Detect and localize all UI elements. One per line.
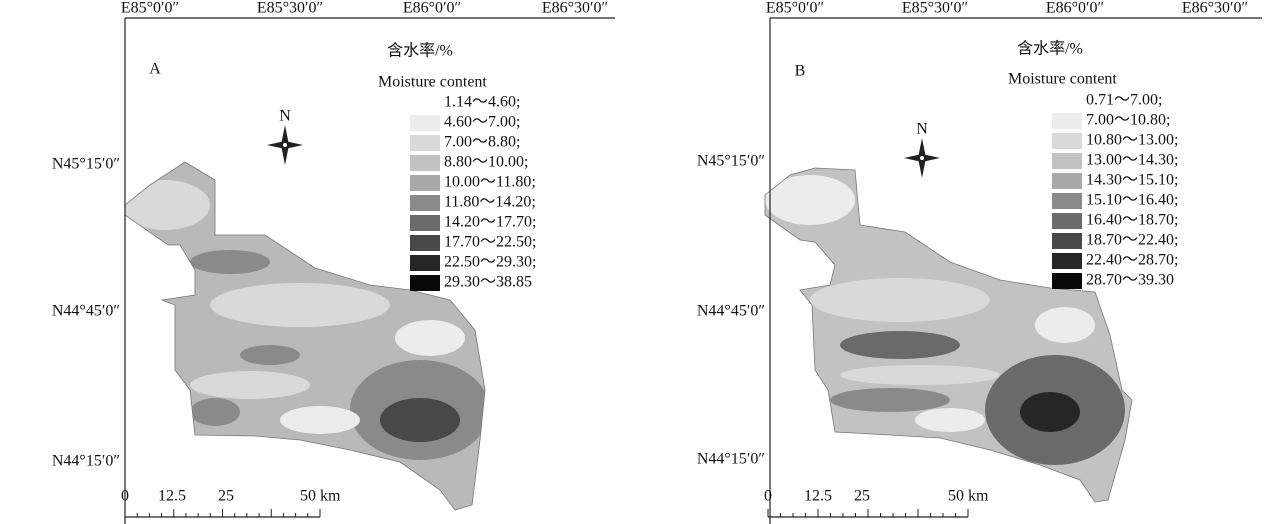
scale-label: 0: [764, 488, 772, 505]
north-center: [920, 156, 924, 160]
legend-swatch: [410, 135, 440, 151]
legend-label: 18.70～22.40;: [1086, 232, 1178, 249]
scale-label: 25: [218, 488, 234, 505]
legend-swatch: [1052, 273, 1082, 289]
map-a: [125, 162, 485, 510]
legend-swatch: [410, 275, 440, 291]
north-label: N: [279, 108, 291, 125]
latitude-label: N44°45′0″: [697, 303, 765, 320]
legend-swatch: [1052, 233, 1082, 249]
legend-label: 1.14～4.60;: [444, 94, 520, 111]
scale-label: 50 km: [948, 488, 989, 505]
legend-swatch: [1052, 113, 1082, 129]
map-b: [765, 168, 1132, 502]
longitude-label: E86°0′0″: [1046, 0, 1104, 17]
legend-swatch: [410, 95, 440, 111]
scale-label: 50 km: [300, 488, 341, 505]
legend-swatch: [1052, 93, 1082, 109]
legend-swatch: [1052, 213, 1082, 229]
legend-swatch: [410, 155, 440, 171]
legend-label: 8.80～10.00;: [444, 154, 528, 171]
longitude-label: E86°0′0″: [403, 0, 461, 17]
legend-swatch: [1052, 193, 1082, 209]
longitude-label: E86°30′0″: [1182, 0, 1248, 17]
legend-label: 10.00～11.80;: [444, 174, 536, 191]
north-center: [283, 143, 287, 147]
latitude-label: N44°15′0″: [697, 451, 765, 468]
scale-label: 25: [854, 488, 870, 505]
legend-label: 7.00～10.80;: [1086, 112, 1170, 129]
legend-label: 22.40～28.70;: [1086, 252, 1178, 269]
legend-label: 10.80～13.00;: [1086, 132, 1178, 149]
latitude-label: N44°45′0″: [52, 303, 120, 320]
longitude-label: E86°30′0″: [542, 0, 608, 17]
north-label: N: [916, 121, 928, 138]
legend-label: 11.80～14.20;: [444, 194, 536, 211]
latitude-label: N45°15′0″: [52, 156, 120, 173]
scale-label: 0: [121, 488, 129, 505]
legend-swatch: [410, 115, 440, 131]
scale-label: 12.5: [158, 488, 186, 505]
legend-title: 含水率/%: [1017, 40, 1083, 58]
longitude-label: E85°0′0″: [121, 0, 179, 17]
latitude-label: N44°15′0″: [52, 453, 120, 470]
legend-title: 含水率/%: [387, 42, 453, 60]
legend-label: 15.10～16.40;: [1086, 192, 1178, 209]
scale-label: 12.5: [804, 488, 832, 505]
legend-swatch: [410, 255, 440, 271]
panel-label: B: [795, 63, 806, 80]
legend-label: 17.70～22.50;: [444, 234, 536, 251]
legend-subtitle: Moisture content: [378, 74, 487, 91]
legend-swatch: [1052, 253, 1082, 269]
legend-label: 4.60～7.00;: [444, 114, 520, 131]
legend-label: 0.71～7.00;: [1086, 92, 1162, 109]
legend-label: 14.20～17.70;: [444, 214, 536, 231]
legend-label: 28.70～39.30: [1086, 272, 1174, 289]
longitude-label: E85°0′0″: [766, 0, 824, 17]
legend-label: 7.00～8.80;: [444, 134, 520, 151]
legend-subtitle: Moisture content: [1008, 71, 1117, 88]
legend-label: 22.50～29.30;: [444, 254, 536, 271]
legend-label: 14.30～15.10;: [1086, 172, 1178, 189]
longitude-label: E85°30′0″: [902, 0, 968, 17]
panel-label: A: [149, 61, 161, 78]
legend-label: 16.40～18.70;: [1086, 212, 1178, 229]
latitude-label: N45°15′0″: [697, 153, 765, 170]
legend-label: 29.30～38.85: [444, 274, 532, 291]
legend-swatch: [410, 235, 440, 251]
legend-swatch: [410, 215, 440, 231]
longitude-label: E85°30′0″: [257, 0, 323, 17]
legend-swatch: [410, 195, 440, 211]
legend-swatch: [410, 175, 440, 191]
legend-swatch: [1052, 153, 1082, 169]
legend-swatch: [1052, 133, 1082, 149]
legend-label: 13.00～14.30;: [1086, 152, 1178, 169]
legend-swatch: [1052, 173, 1082, 189]
